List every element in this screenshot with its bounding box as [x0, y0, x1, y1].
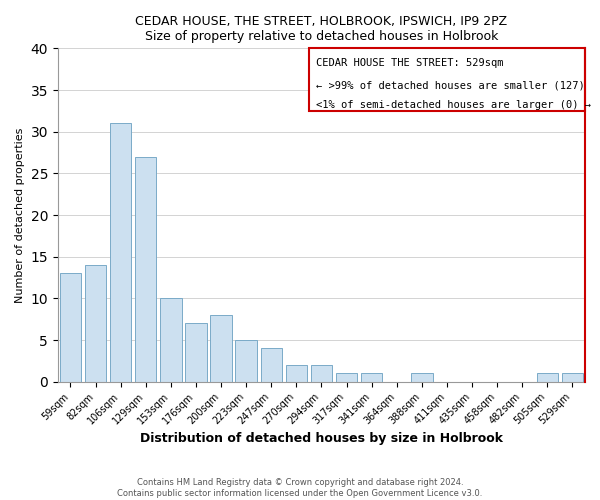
Bar: [235, 340, 257, 382]
Bar: [85, 265, 106, 382]
Bar: [160, 298, 182, 382]
Bar: [336, 374, 357, 382]
Bar: [260, 348, 282, 382]
Bar: [60, 274, 81, 382]
X-axis label: Distribution of detached houses by size in Holbrook: Distribution of detached houses by size …: [140, 432, 503, 445]
Bar: [211, 315, 232, 382]
Bar: [562, 374, 583, 382]
Bar: [135, 156, 157, 382]
Y-axis label: Number of detached properties: Number of detached properties: [15, 128, 25, 303]
Text: CEDAR HOUSE THE STREET: 529sqm: CEDAR HOUSE THE STREET: 529sqm: [316, 58, 504, 68]
Bar: [185, 324, 206, 382]
Bar: [110, 124, 131, 382]
Text: ← >99% of detached houses are smaller (127): ← >99% of detached houses are smaller (1…: [316, 80, 585, 90]
Bar: [361, 374, 382, 382]
Bar: [536, 374, 558, 382]
Bar: [411, 374, 433, 382]
Bar: [311, 365, 332, 382]
FancyBboxPatch shape: [309, 48, 585, 111]
Text: Contains HM Land Registry data © Crown copyright and database right 2024.
Contai: Contains HM Land Registry data © Crown c…: [118, 478, 482, 498]
Title: CEDAR HOUSE, THE STREET, HOLBROOK, IPSWICH, IP9 2PZ
Size of property relative to: CEDAR HOUSE, THE STREET, HOLBROOK, IPSWI…: [136, 15, 508, 43]
Text: <1% of semi-detached houses are larger (0) →: <1% of semi-detached houses are larger (…: [316, 100, 592, 110]
Bar: [286, 365, 307, 382]
